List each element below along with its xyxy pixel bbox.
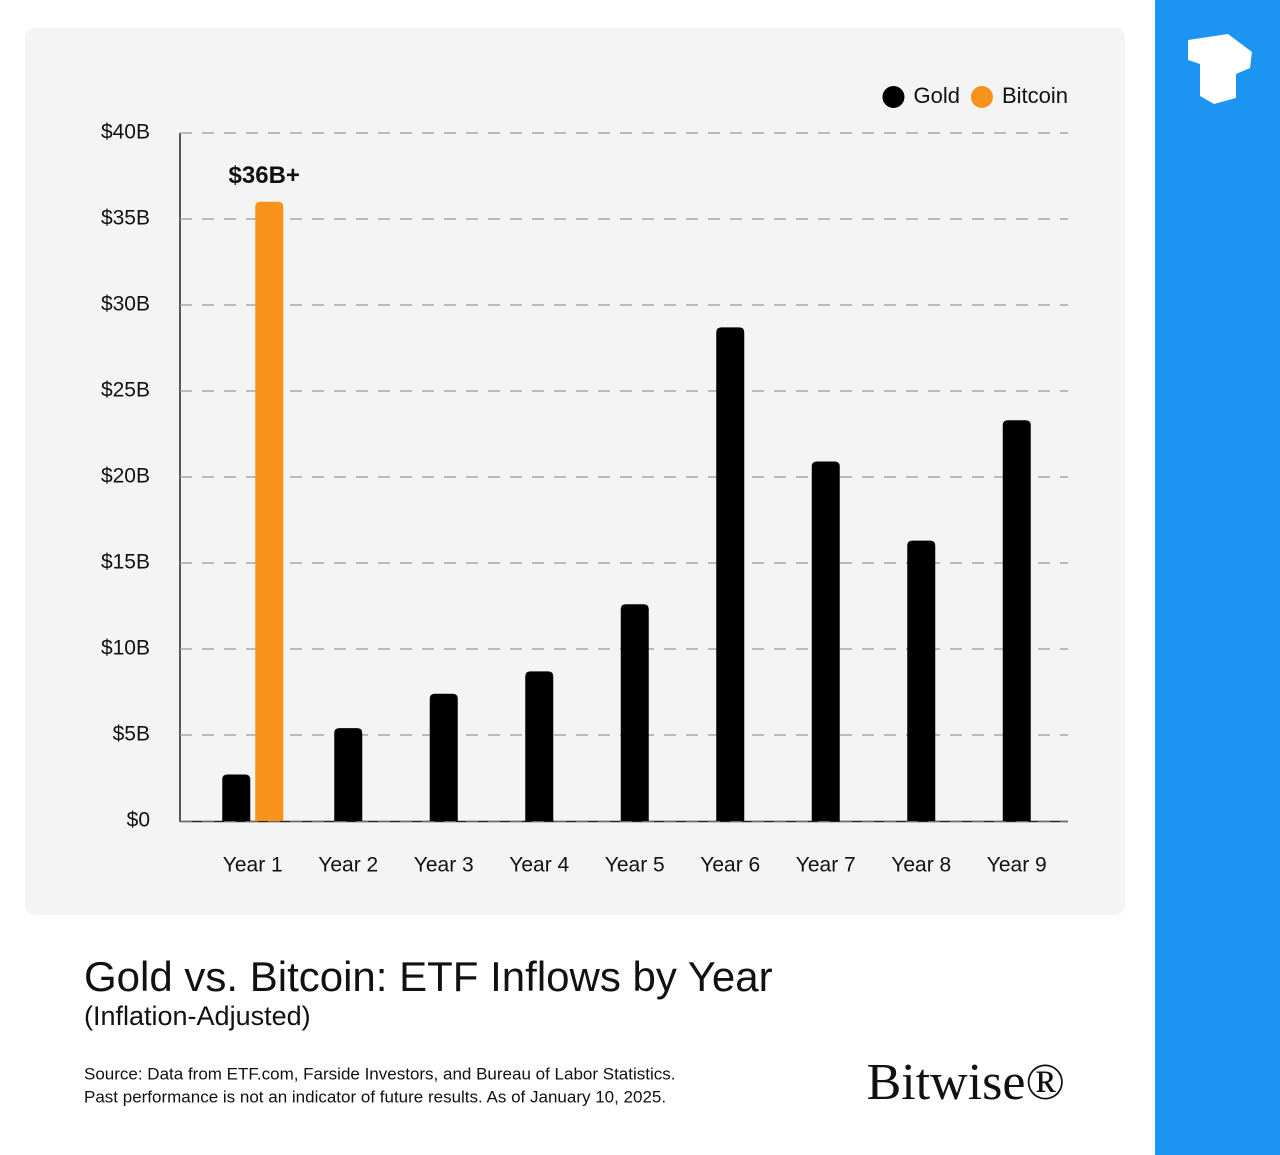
title: Gold vs. Bitcoin: ETF Inflows by Year bbox=[84, 953, 773, 1000]
legend-label: Gold bbox=[913, 83, 959, 108]
legend-swatch bbox=[970, 86, 993, 108]
x-tick-label: Year 7 bbox=[796, 854, 856, 877]
y-tick-label: $15B bbox=[101, 551, 150, 574]
x-tick-label: Year 3 bbox=[414, 854, 474, 877]
x-tick-label: Year 2 bbox=[318, 854, 378, 877]
bar bbox=[1002, 420, 1031, 821]
subtitle: (Inflation-Adjusted) bbox=[84, 1001, 311, 1031]
data-label: $36B+ bbox=[229, 162, 300, 189]
logo bbox=[1188, 34, 1252, 104]
bar bbox=[255, 201, 284, 822]
bar bbox=[222, 774, 251, 821]
legend-swatch bbox=[882, 86, 905, 108]
y-tick-label: $10B bbox=[101, 637, 150, 660]
x-tick-label: Year 1 bbox=[223, 854, 283, 877]
y-tick-label: $0 bbox=[127, 809, 150, 832]
chart-panel bbox=[25, 28, 1125, 915]
bar bbox=[811, 461, 840, 821]
x-tick-label: Year 9 bbox=[987, 854, 1047, 877]
y-tick-label: $40B bbox=[101, 121, 150, 144]
x-tick-label: Year 8 bbox=[891, 854, 951, 877]
y-tick-label: $5B bbox=[113, 723, 150, 746]
bar bbox=[716, 327, 745, 821]
bar bbox=[525, 671, 554, 821]
bar bbox=[334, 728, 363, 821]
source-note: Source: Data from ETF.com, Farside Inves… bbox=[84, 1064, 675, 1083]
y-tick-label: $35B bbox=[101, 207, 150, 230]
x-tick-label: Year 4 bbox=[509, 854, 569, 877]
y-tick-label: $20B bbox=[101, 465, 150, 488]
x-tick-label: Year 6 bbox=[700, 854, 760, 877]
brand: Bitwise® bbox=[867, 1054, 1065, 1111]
bar bbox=[620, 604, 649, 821]
side-strip bbox=[1155, 0, 1280, 1155]
y-tick-label: $25B bbox=[101, 379, 150, 402]
legend-label: Bitcoin bbox=[1002, 83, 1068, 108]
y-tick-label: $30B bbox=[101, 293, 150, 316]
x-tick-label: Year 5 bbox=[605, 854, 665, 877]
bar bbox=[429, 693, 458, 821]
source-note: Past performance is not an indicator of … bbox=[84, 1087, 666, 1106]
bar bbox=[907, 540, 936, 821]
